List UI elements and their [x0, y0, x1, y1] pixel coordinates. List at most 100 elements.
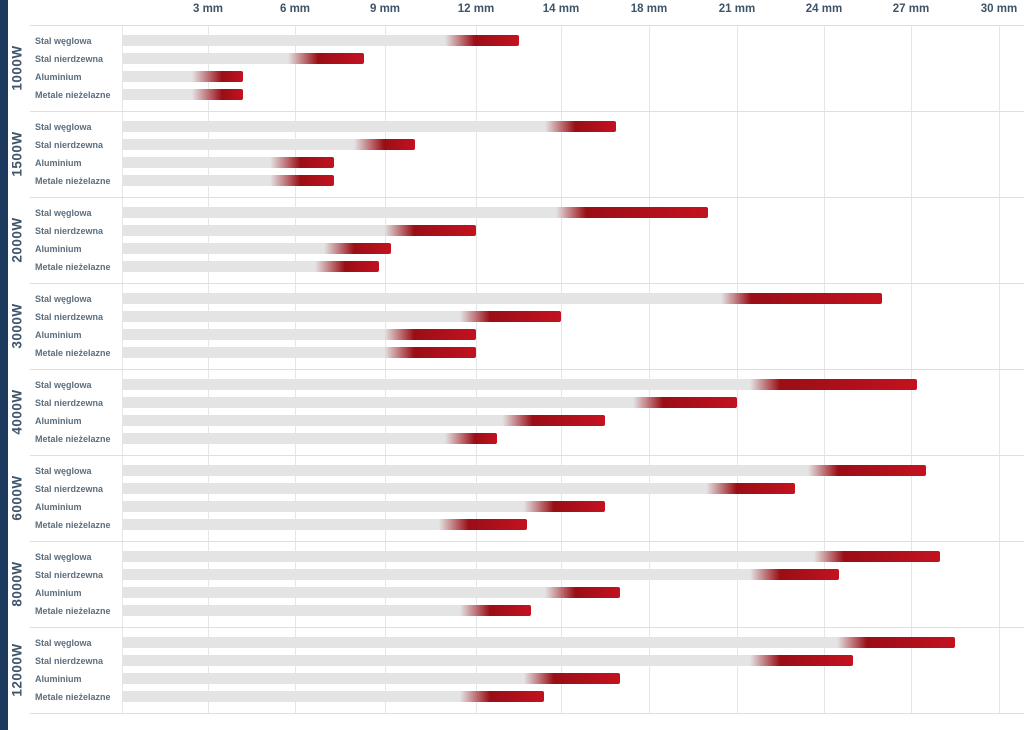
material-label: Stal węglowa: [35, 466, 92, 476]
material-label: Aluminium: [35, 674, 82, 684]
material-label: Stal węglowa: [35, 122, 92, 132]
material-row: Aluminium: [0, 68, 1024, 86]
left-accent-strip: [0, 0, 8, 730]
material-row: Stal węglowa: [0, 32, 1024, 50]
material-label: Stal nierdzewna: [35, 570, 104, 580]
material-label: Stal nierdzewna: [35, 140, 104, 150]
capacity-bar: [122, 121, 616, 132]
capacity-bar: [122, 329, 476, 340]
material-row: Stal nierdzewna: [0, 308, 1024, 326]
power-group: 4000W Stal węglowa Stal nierdzewna Aluminiu…: [0, 369, 1024, 455]
capacity-bar: [122, 89, 243, 100]
material-label: Stal węglowa: [35, 552, 92, 562]
capacity-bar: [122, 379, 917, 390]
material-row: Metale nieżelazne: [0, 602, 1024, 620]
material-label: Metale nieżelazne: [35, 606, 111, 616]
capacity-bar: [122, 501, 605, 512]
material-row: Aluminium: [0, 670, 1024, 688]
capacity-bar: [122, 691, 544, 702]
material-label: Stal węglowa: [35, 208, 92, 218]
x-tick-label: 12 mm: [457, 3, 495, 15]
material-label: Stal nierdzewna: [35, 656, 104, 666]
material-row: Stal węglowa: [0, 290, 1024, 308]
material-label: Aluminium: [35, 330, 82, 340]
material-label: Metale nieżelazne: [35, 434, 111, 444]
separator-line: [30, 197, 1024, 198]
material-row: Stal węglowa: [0, 634, 1024, 652]
material-row: Stal węglowa: [0, 548, 1024, 566]
material-row: Metale nieżelazne: [0, 344, 1024, 362]
capacity-bar: [122, 243, 392, 254]
x-tick-label: 24 mm: [805, 3, 843, 15]
capacity-bar: [122, 311, 561, 322]
material-row: Metale nieżelazne: [0, 516, 1024, 534]
capacity-bar: [122, 347, 476, 358]
material-label: Metale nieżelazne: [35, 692, 111, 702]
material-label: Stal nierdzewna: [35, 398, 104, 408]
material-label: Aluminium: [35, 416, 82, 426]
x-tick-label: 3 mm: [192, 3, 224, 15]
separator-line: [30, 25, 1024, 26]
capacity-bar: [122, 397, 737, 408]
material-row: Stal nierdzewna: [0, 136, 1024, 154]
material-label: Metale nieżelazne: [35, 90, 111, 100]
capacity-bar: [122, 569, 839, 580]
power-group: 12000W Stal węglowa Stal nierdzewna Alumini…: [0, 627, 1024, 713]
separator-line: [30, 369, 1024, 370]
material-row: Aluminium: [0, 154, 1024, 172]
material-label: Aluminium: [35, 72, 82, 82]
material-label: Stal węglowa: [35, 380, 92, 390]
material-row: Aluminium: [0, 584, 1024, 602]
material-row: Stal nierdzewna: [0, 566, 1024, 584]
material-row: Stal nierdzewna: [0, 480, 1024, 498]
material-label: Metale nieżelazne: [35, 520, 111, 530]
material-label: Aluminium: [35, 244, 82, 254]
separator-line: [30, 541, 1024, 542]
capacity-bar: [122, 415, 605, 426]
power-group: 1000W Stal węglowa Stal nierdzewna Aluminiu…: [0, 25, 1024, 111]
capacity-bar: [122, 433, 498, 444]
x-tick-label: 18 mm: [630, 3, 668, 15]
power-group: 6000W Stal węglowa Stal nierdzewna Aluminiu…: [0, 455, 1024, 541]
material-row: Stal nierdzewna: [0, 222, 1024, 240]
capacity-bar: [122, 35, 519, 46]
capacity-bar: [122, 637, 955, 648]
material-row: Metale nieżelazne: [0, 688, 1024, 706]
separator-line: [30, 713, 1024, 714]
material-label: Metale nieżelazne: [35, 176, 111, 186]
capacity-bar: [122, 225, 476, 236]
material-label: Metale nieżelazne: [35, 348, 111, 358]
capacity-bar: [122, 207, 708, 218]
material-label: Metale nieżelazne: [35, 262, 111, 272]
material-row: Stal węglowa: [0, 204, 1024, 222]
material-row: Aluminium: [0, 240, 1024, 258]
material-label: Aluminium: [35, 502, 82, 512]
material-row: Metale nieżelazne: [0, 172, 1024, 190]
x-tick-label: 9 mm: [369, 3, 401, 15]
capacity-bar: [122, 519, 527, 530]
material-row: Aluminium: [0, 498, 1024, 516]
x-tick-label: 30 mm: [980, 3, 1018, 15]
power-group: 8000W Stal węglowa Stal nierdzewna Aluminiu…: [0, 541, 1024, 627]
power-group: 1500W Stal węglowa Stal nierdzewna Aluminiu…: [0, 111, 1024, 197]
material-row: Stal nierdzewna: [0, 50, 1024, 68]
separator-line: [30, 627, 1024, 628]
material-row: Metale nieżelazne: [0, 258, 1024, 276]
capacity-bar: [122, 551, 941, 562]
material-label: Stal nierdzewna: [35, 484, 104, 494]
power-group: 2000W Stal węglowa Stal nierdzewna Aluminiu…: [0, 197, 1024, 283]
material-label: Stal węglowa: [35, 36, 92, 46]
capacity-bar: [122, 175, 334, 186]
capacity-bar: [122, 261, 379, 272]
separator-line: [30, 283, 1024, 284]
material-label: Stal nierdzewna: [35, 312, 104, 322]
material-label: Aluminium: [35, 588, 82, 598]
material-label: Stal węglowa: [35, 294, 92, 304]
separator-line: [30, 111, 1024, 112]
x-tick-label: 14 mm: [542, 3, 580, 15]
capacity-bar: [122, 157, 334, 168]
x-tick-label: 21 mm: [718, 3, 756, 15]
material-row: Stal węglowa: [0, 376, 1024, 394]
capacity-bar: [122, 465, 926, 476]
